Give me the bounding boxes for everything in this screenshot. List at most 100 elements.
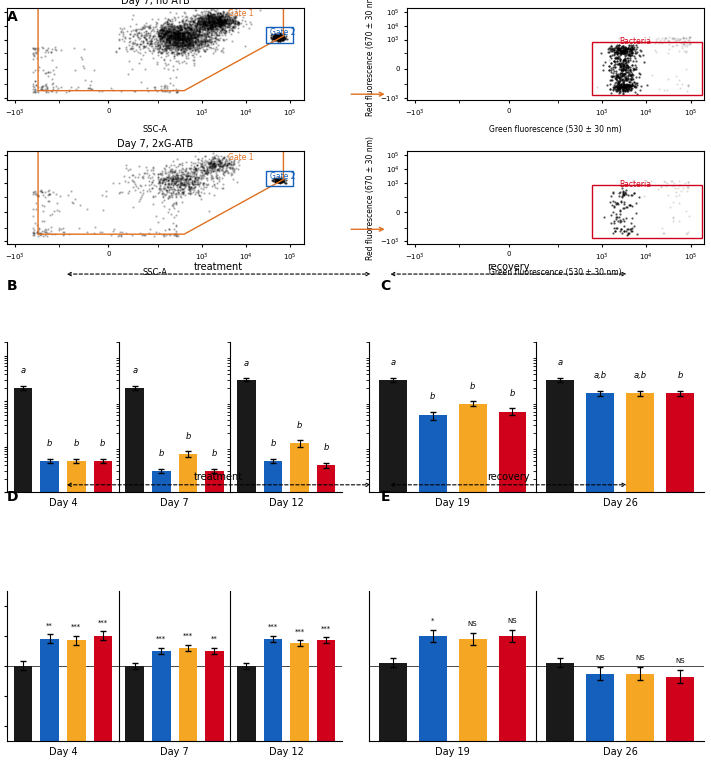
Point [219,17,230,29]
Point [617,64,629,76]
Point [204,160,215,172]
Point [205,35,217,47]
Point [39,83,50,96]
Point [617,188,629,200]
Point [166,18,177,30]
Point [163,174,174,186]
Point [144,27,156,39]
Point [178,19,190,32]
Point [611,39,623,51]
Point [166,32,177,44]
Point [28,188,39,200]
Point [163,178,174,191]
Point [169,36,181,48]
Point [627,73,638,85]
Point [132,46,144,59]
Point [220,23,231,36]
Point [182,40,193,52]
Point [621,83,633,96]
Point [176,46,188,58]
Point [174,26,186,39]
Point [174,26,186,39]
Point [626,45,637,57]
Point [156,47,167,59]
Point [205,42,217,55]
Point [624,43,636,56]
Point [164,25,176,37]
Point [176,34,188,46]
Point [213,13,224,25]
Point [181,35,192,47]
Point [222,17,233,29]
Text: b: b [510,389,515,398]
Point [195,36,206,49]
Point [608,70,619,83]
Point [178,179,190,191]
Point [178,42,190,55]
Point [204,18,215,30]
Bar [152,651,171,772]
Point [125,42,137,54]
Point [212,17,223,29]
Point [272,33,283,46]
Point [204,19,215,32]
Point [55,222,66,235]
Point [173,57,185,69]
Point [618,78,629,90]
Point [147,29,159,42]
Point [203,12,215,24]
Point [205,17,217,29]
Point [269,32,281,44]
Point [278,31,289,43]
Point [169,29,181,42]
Point [227,159,238,171]
Point [159,80,170,92]
Point [267,175,279,188]
Point [151,42,163,54]
Point [617,76,629,88]
Point [182,168,193,181]
Point [181,32,193,44]
Point [152,28,164,40]
Point [167,32,178,44]
Point [177,37,188,49]
Point [36,80,48,93]
Point [156,24,167,36]
Point [619,44,630,56]
Point [170,176,181,188]
Point [618,44,629,56]
Point [269,28,281,40]
Point [132,39,143,51]
Point [197,19,208,31]
Point [610,51,621,63]
Bar [94,636,112,772]
Point [227,12,238,24]
Point [614,76,625,88]
Point [141,29,153,41]
Point [221,15,232,27]
Point [179,39,191,51]
Point [186,28,198,40]
Point [181,177,192,189]
Point [624,54,636,66]
Bar [152,471,171,772]
Point [163,31,174,43]
Point [212,6,223,19]
Point [180,49,191,62]
Point [213,10,224,22]
Point [269,175,281,188]
Point [164,164,176,177]
Point [193,13,205,25]
Point [272,29,283,42]
Point [175,33,186,46]
Point [33,227,45,239]
Point [274,31,285,43]
Point [220,20,231,32]
Point [156,28,167,40]
Point [181,42,192,55]
Point [152,40,164,52]
Point [618,77,629,90]
Point [165,25,176,37]
Point [215,19,226,32]
Point [159,40,171,52]
